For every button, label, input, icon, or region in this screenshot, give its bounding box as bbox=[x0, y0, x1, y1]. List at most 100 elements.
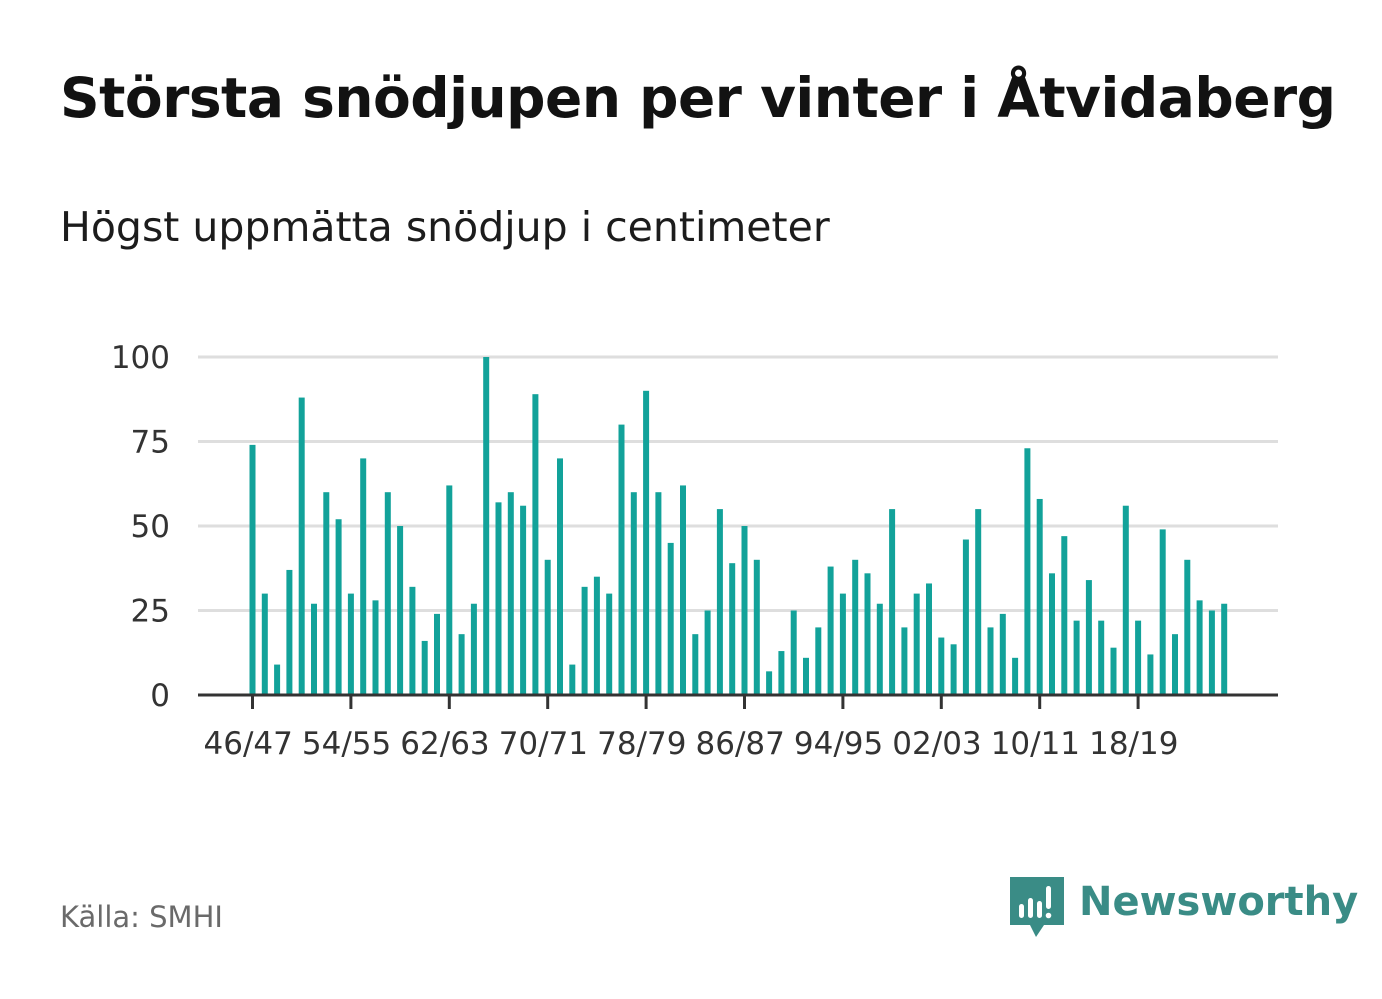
bar bbox=[581, 586, 588, 695]
bar bbox=[950, 644, 957, 695]
bar bbox=[298, 397, 305, 695]
bar bbox=[557, 458, 563, 695]
bar bbox=[680, 485, 686, 695]
bar bbox=[913, 593, 920, 695]
bar bbox=[532, 394, 539, 695]
bar bbox=[901, 627, 908, 695]
y-tick-label: 75 bbox=[131, 425, 170, 461]
bar bbox=[1159, 529, 1166, 695]
bar bbox=[766, 671, 773, 695]
bar bbox=[569, 664, 576, 695]
bar bbox=[962, 539, 969, 695]
x-tick-label: 70/71 bbox=[499, 726, 588, 762]
bar bbox=[1122, 505, 1129, 695]
newsworthy-logo[interactable]: Newsworthy bbox=[1010, 877, 1358, 941]
bar bbox=[975, 509, 982, 695]
bar bbox=[360, 458, 367, 695]
bar bbox=[1221, 603, 1228, 695]
x-tick-label: 54/55 bbox=[302, 726, 391, 762]
bar bbox=[938, 637, 945, 695]
bar bbox=[1208, 610, 1215, 695]
bar bbox=[335, 519, 342, 695]
bar bbox=[987, 627, 994, 695]
bar bbox=[655, 492, 662, 695]
x-tick-label: 10/11 bbox=[991, 726, 1080, 762]
newsworthy-logo-icon bbox=[1010, 877, 1064, 937]
bar bbox=[483, 357, 490, 695]
bar bbox=[803, 657, 809, 695]
y-tick-label: 25 bbox=[131, 594, 170, 630]
bar bbox=[421, 640, 428, 695]
bar bbox=[470, 603, 477, 695]
bar bbox=[434, 613, 440, 695]
bar bbox=[347, 593, 354, 695]
bar bbox=[323, 492, 330, 695]
bar-chart: 0 25 50 75 100 46/47 54/55 62/63 70/71 78/79 86/87… bbox=[111, 340, 1278, 762]
bar bbox=[630, 492, 637, 695]
bar bbox=[852, 559, 859, 695]
bar bbox=[1196, 600, 1203, 695]
bar bbox=[815, 627, 822, 695]
source-label: Källa: SMHI bbox=[60, 900, 223, 934]
bar bbox=[889, 509, 896, 695]
bar bbox=[1024, 448, 1031, 695]
bar bbox=[1172, 634, 1178, 695]
bar bbox=[495, 502, 502, 695]
bar bbox=[261, 593, 268, 695]
chart-title: Största snödjupen per vinter i Åtvidaber… bbox=[60, 66, 1336, 130]
bar bbox=[286, 569, 293, 695]
y-tick-label: 50 bbox=[131, 509, 170, 545]
bar bbox=[839, 593, 846, 695]
x-tick-label: 78/79 bbox=[597, 726, 686, 762]
bar bbox=[790, 610, 797, 695]
bar bbox=[397, 526, 404, 695]
x-tick-label: 46/47 bbox=[204, 726, 293, 762]
bar bbox=[667, 542, 674, 695]
bar bbox=[926, 583, 932, 695]
chart-subtitle: Högst uppmätta snödjup i centimeter bbox=[60, 203, 830, 251]
bar bbox=[778, 651, 785, 695]
bar bbox=[1049, 573, 1055, 695]
bar bbox=[274, 664, 281, 695]
bar bbox=[593, 576, 600, 695]
bar bbox=[999, 613, 1006, 695]
x-tick-label: 02/03 bbox=[892, 726, 981, 762]
bar bbox=[544, 559, 551, 695]
bar bbox=[864, 573, 871, 695]
x-tick-label: 62/63 bbox=[400, 726, 489, 762]
bar bbox=[827, 566, 834, 695]
bar bbox=[618, 424, 625, 695]
bar bbox=[520, 505, 527, 695]
bar bbox=[446, 485, 453, 695]
bar bbox=[606, 593, 613, 695]
bar bbox=[458, 634, 465, 695]
bar bbox=[1110, 647, 1117, 695]
y-tick-label: 100 bbox=[111, 340, 170, 376]
bar bbox=[409, 586, 416, 695]
bar bbox=[692, 634, 699, 695]
bar bbox=[1135, 620, 1142, 695]
x-tick-label: 18/19 bbox=[1089, 726, 1178, 762]
bar bbox=[372, 600, 379, 695]
x-tick-label: 94/95 bbox=[794, 726, 883, 762]
bar bbox=[643, 390, 650, 695]
bar bbox=[1073, 620, 1080, 695]
y-tick-label: 0 bbox=[150, 678, 170, 714]
bar bbox=[716, 509, 723, 695]
bar bbox=[507, 492, 514, 695]
bar bbox=[1085, 580, 1092, 695]
bar bbox=[876, 603, 883, 695]
bar bbox=[1061, 536, 1068, 695]
bar bbox=[1098, 620, 1105, 695]
bar bbox=[704, 610, 711, 695]
x-tick-label: 86/87 bbox=[696, 726, 785, 762]
bar bbox=[1012, 657, 1019, 695]
brand-name: Newsworthy bbox=[1079, 879, 1359, 925]
bar bbox=[741, 526, 748, 695]
bar bbox=[753, 559, 760, 695]
bar bbox=[249, 444, 256, 695]
bar bbox=[311, 603, 317, 695]
bar bbox=[1036, 498, 1043, 695]
bar bbox=[729, 563, 736, 695]
bar bbox=[1184, 559, 1191, 695]
